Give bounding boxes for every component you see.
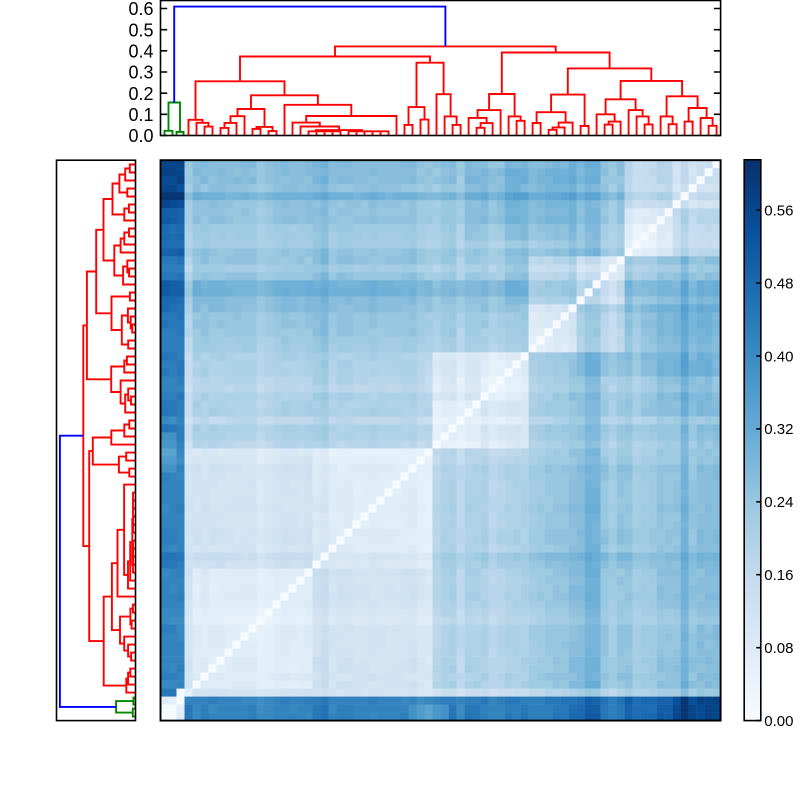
svg-text:0.08: 0.08: [764, 640, 793, 657]
svg-text:0.56: 0.56: [764, 202, 793, 219]
svg-text:0.5: 0.5: [128, 20, 153, 40]
svg-text:0.16: 0.16: [764, 567, 793, 584]
svg-text:0.6: 0.6: [128, 0, 153, 19]
svg-text:0.2: 0.2: [128, 84, 153, 104]
svg-text:0.32: 0.32: [764, 421, 793, 438]
svg-text:0.24: 0.24: [764, 494, 793, 511]
svg-text:0.40: 0.40: [764, 348, 793, 365]
svg-text:0.00: 0.00: [764, 713, 793, 730]
svg-text:0.4: 0.4: [128, 41, 153, 61]
svg-text:0.48: 0.48: [764, 275, 793, 292]
svg-text:0.1: 0.1: [128, 105, 153, 125]
svg-text:0.0: 0.0: [128, 126, 153, 146]
svg-text:0.3: 0.3: [128, 63, 153, 83]
